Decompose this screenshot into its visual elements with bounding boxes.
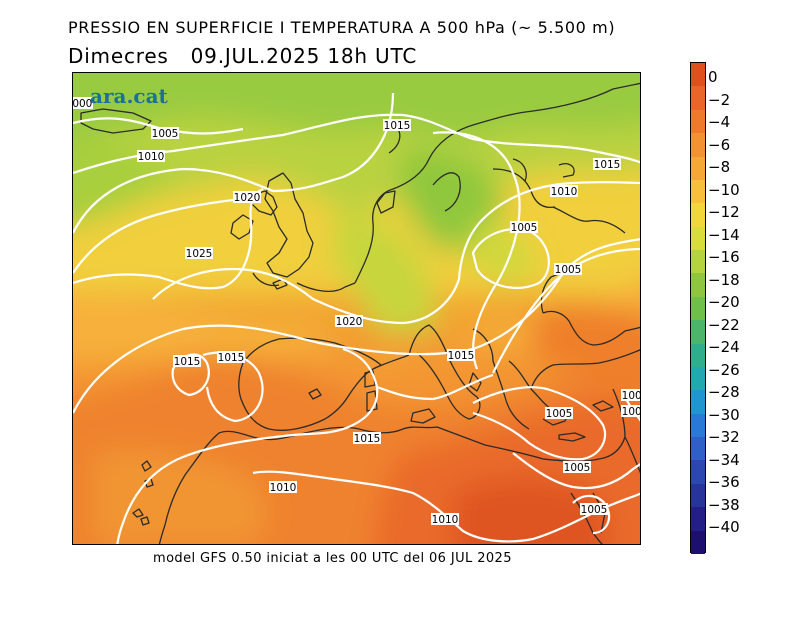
day-label: Dimecres bbox=[68, 44, 169, 68]
isobar-label: 1000 bbox=[621, 389, 641, 402]
svg-text:1005: 1005 bbox=[152, 128, 179, 140]
colorbar-swatch bbox=[691, 109, 705, 134]
isobar-labels: 1000 1005 1010 1015 1020 1025 1020 1015 … bbox=[73, 97, 641, 526]
colorbar-swatch bbox=[691, 179, 705, 204]
isobar-label: 1020 bbox=[335, 315, 363, 328]
isobar-label: 1015 bbox=[173, 355, 201, 368]
svg-text:1020: 1020 bbox=[336, 316, 363, 328]
svg-text:1020: 1020 bbox=[234, 192, 261, 204]
colorbar-tick-label: −34 bbox=[708, 450, 740, 469]
isobar-label: 1025 bbox=[185, 247, 213, 260]
isobar-label: 1005 bbox=[580, 503, 608, 516]
colorbar-tick-label: −38 bbox=[708, 495, 740, 514]
colorbar-swatch bbox=[691, 483, 705, 508]
svg-text:1000: 1000 bbox=[622, 390, 641, 402]
colorbar-swatch bbox=[691, 296, 705, 321]
colorbar-swatch bbox=[691, 413, 705, 437]
isobar-label: 1015 bbox=[593, 158, 621, 171]
svg-text:1015: 1015 bbox=[594, 159, 621, 171]
svg-text:1005: 1005 bbox=[581, 504, 608, 516]
colorbar-swatch bbox=[691, 460, 705, 484]
svg-text:1005: 1005 bbox=[555, 264, 582, 276]
colorbar-tick-label: −26 bbox=[708, 360, 740, 379]
svg-text:1000: 1000 bbox=[622, 406, 641, 418]
svg-text:1005: 1005 bbox=[546, 408, 573, 420]
map-title: PRESSIO EN SUPERFICIE I TEMPERATURA A 50… bbox=[68, 18, 616, 37]
map-subtitle: Dimecres 09.JUL.2025 18h UTC bbox=[68, 44, 417, 68]
svg-text:1015: 1015 bbox=[218, 352, 245, 364]
isobar-label: 1005 bbox=[554, 263, 582, 276]
colorbar-swatch bbox=[691, 343, 705, 367]
colorbar-tick-label: −40 bbox=[708, 518, 740, 536]
colorbar-tick-label: −36 bbox=[708, 473, 740, 491]
colorbar-swatch bbox=[691, 366, 705, 391]
isobar-label: 1005 bbox=[545, 407, 573, 420]
colorbar-swatch bbox=[691, 390, 705, 414]
colorbar-tick-label: −10 bbox=[708, 180, 740, 199]
isobar-label: 1015 bbox=[383, 119, 411, 132]
colorbar-tick-label: −16 bbox=[708, 248, 740, 266]
colorbar-swatch bbox=[691, 273, 705, 297]
colorbar-tick-label: −28 bbox=[708, 383, 740, 401]
weather-map: 1000 1005 1010 1015 1020 1025 1020 1015 … bbox=[72, 72, 641, 545]
colorbar-tick-label: −4 bbox=[708, 113, 731, 131]
isobar-label: 1000 bbox=[621, 405, 641, 418]
temperature-field bbox=[73, 73, 640, 544]
isobar-label: 1015 bbox=[353, 432, 381, 445]
colorbar-swatch bbox=[691, 63, 705, 87]
colorbar-tick-label: −2 bbox=[708, 90, 731, 109]
colorbar-swatch bbox=[691, 86, 705, 110]
colorbar-swatch bbox=[691, 133, 705, 157]
isobar-label: 1010 bbox=[137, 150, 165, 163]
svg-text:1015: 1015 bbox=[448, 350, 475, 362]
colorbar-tick-label: −32 bbox=[708, 428, 740, 446]
isobar-label: 1010 bbox=[269, 481, 297, 494]
svg-text:1010: 1010 bbox=[432, 514, 459, 526]
colorbar-tick-label: −14 bbox=[708, 225, 740, 244]
isobar-label: 1015 bbox=[217, 351, 245, 364]
colorbar-swatch bbox=[691, 203, 705, 227]
isobar-label: 1010 bbox=[431, 513, 459, 526]
datetime-label: 09.JUL.2025 18h UTC bbox=[190, 44, 418, 68]
isobar-label: 1020 bbox=[233, 191, 261, 204]
colorbar-swatch bbox=[691, 437, 705, 461]
svg-text:1010: 1010 bbox=[138, 151, 165, 163]
svg-text:1025: 1025 bbox=[186, 248, 213, 260]
svg-text:1015: 1015 bbox=[174, 356, 201, 368]
colorbar-swatch bbox=[691, 507, 705, 531]
ara-cat-logo: ara.cat bbox=[90, 84, 168, 108]
isobar-label: 1015 bbox=[447, 349, 475, 362]
model-info-footer: model GFS 0.50 iniciat a les 00 UTC del … bbox=[153, 551, 512, 566]
temperature-colorbar bbox=[690, 62, 706, 554]
svg-text:1010: 1010 bbox=[270, 482, 297, 494]
colorbar-tick-label: −6 bbox=[708, 135, 731, 154]
colorbar-tick-label: −8 bbox=[708, 158, 731, 176]
colorbar-tick-label: −24 bbox=[708, 338, 740, 356]
colorbar-tick-label: −22 bbox=[708, 315, 740, 334]
isobar-label: 1005 bbox=[563, 461, 591, 474]
svg-text:1010: 1010 bbox=[551, 186, 578, 198]
svg-text:1005: 1005 bbox=[511, 222, 538, 234]
colorbar-swatch bbox=[691, 530, 705, 554]
colorbar-tick-label: 0 bbox=[708, 68, 718, 86]
colorbar-tick-label: −12 bbox=[708, 203, 740, 221]
svg-text:1015: 1015 bbox=[354, 433, 381, 445]
colorbar-tick-label: −20 bbox=[708, 293, 740, 311]
isobar-label: 1005 bbox=[151, 127, 179, 140]
colorbar-swatch bbox=[691, 320, 705, 344]
colorbar-swatch bbox=[691, 226, 705, 250]
isobar-label: 1010 bbox=[550, 185, 578, 198]
colorbar-swatch bbox=[691, 156, 705, 180]
svg-text:1005: 1005 bbox=[564, 462, 591, 474]
colorbar-swatch bbox=[691, 250, 705, 274]
svg-text:1015: 1015 bbox=[384, 120, 411, 132]
colorbar-tick-label: −18 bbox=[708, 270, 740, 289]
colorbar-tick-label: −30 bbox=[708, 405, 740, 424]
isobar-label: 1005 bbox=[510, 221, 538, 234]
isobar-label: 1000 bbox=[73, 97, 93, 110]
svg-text:1000: 1000 bbox=[73, 98, 92, 110]
